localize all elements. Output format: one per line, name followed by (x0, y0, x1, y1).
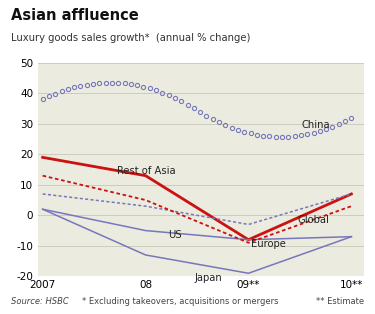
Text: * Excluding takeovers, acquisitions or mergers: * Excluding takeovers, acquisitions or m… (82, 297, 279, 306)
Text: Asian affluence: Asian affluence (11, 8, 139, 23)
Text: Europe: Europe (251, 239, 285, 249)
Text: US: US (168, 230, 182, 240)
Text: Rest of Asia: Rest of Asia (117, 166, 176, 176)
Text: Luxury goods sales growth*  (annual % change): Luxury goods sales growth* (annual % cha… (11, 33, 250, 43)
Text: ** Estimate: ** Estimate (316, 297, 364, 306)
Text: Source: HSBC: Source: HSBC (11, 297, 69, 306)
Text: Japan: Japan (195, 273, 223, 283)
Text: China: China (302, 120, 331, 130)
Text: Global: Global (298, 215, 330, 225)
